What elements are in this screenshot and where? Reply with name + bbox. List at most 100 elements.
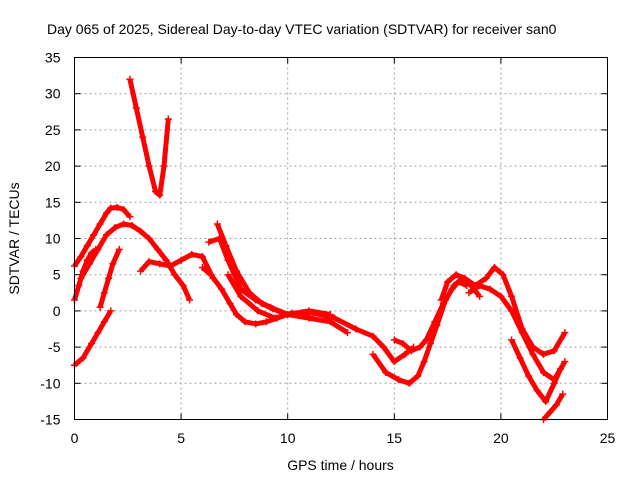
data-point	[533, 387, 541, 395]
data-point	[343, 329, 351, 337]
data-point	[486, 285, 494, 293]
x-tick-label: 10	[280, 430, 296, 446]
data-point	[427, 339, 435, 347]
data-point	[561, 358, 569, 366]
data-point	[395, 376, 403, 384]
data-point	[115, 245, 123, 253]
data-point	[552, 401, 560, 409]
data-point	[540, 368, 548, 376]
data-point	[262, 318, 270, 326]
y-tick-label: 10	[45, 231, 61, 247]
data-point	[390, 336, 398, 344]
data-point	[561, 329, 569, 337]
data-point	[546, 408, 554, 416]
data-point	[75, 282, 83, 290]
data-point	[550, 347, 558, 355]
data-point	[105, 274, 113, 282]
data-point	[233, 311, 241, 319]
data-point	[269, 305, 277, 313]
data-point	[433, 321, 441, 329]
chart-title: Day 065 of 2025, Sidereal Day-to-day VTE…	[47, 21, 557, 37]
data-point	[252, 320, 260, 328]
data-point	[518, 329, 526, 337]
series-line-sat-c	[78, 221, 192, 302]
data-point	[120, 220, 128, 228]
data-point	[126, 213, 134, 221]
data-point	[461, 274, 469, 282]
y-tick-label: 20	[45, 158, 61, 174]
data-point	[399, 339, 407, 347]
data-point	[508, 307, 516, 315]
data-point	[241, 318, 249, 326]
data-point	[245, 289, 253, 297]
data-point	[309, 309, 317, 317]
data-point	[186, 296, 194, 304]
x-axis-label: GPS time / hours	[287, 457, 394, 473]
y-tick-label: 25	[45, 122, 61, 138]
data-point	[205, 238, 213, 246]
data-point	[540, 350, 548, 358]
data-point	[198, 263, 206, 271]
y-tick-label: 30	[45, 86, 61, 102]
data-point	[491, 263, 499, 271]
data-point	[83, 256, 91, 264]
y-tick-label: -10	[40, 375, 60, 391]
y-tick-label: -15	[40, 412, 60, 428]
data-point	[152, 187, 160, 195]
data-point	[94, 329, 102, 337]
data-point	[107, 204, 115, 212]
y-tick-label: 0	[53, 303, 61, 319]
data-point	[224, 271, 232, 279]
data-point	[137, 267, 145, 275]
data-point	[102, 209, 110, 217]
data-point	[401, 350, 409, 358]
data-point	[222, 242, 230, 250]
data-point	[405, 379, 413, 387]
data-point	[100, 318, 108, 326]
data-point	[79, 354, 87, 362]
series-line-sat-b	[72, 204, 132, 268]
data-point	[414, 372, 422, 380]
data-point	[271, 314, 279, 322]
data-point	[422, 336, 430, 344]
data-point	[96, 220, 104, 228]
data-point	[254, 307, 262, 315]
data-point	[226, 300, 234, 308]
data-point	[128, 221, 136, 229]
grid	[74, 57, 608, 420]
data-point	[331, 314, 339, 322]
data-point	[137, 227, 145, 235]
data-point	[233, 267, 241, 275]
y-tick-label: 35	[45, 50, 61, 66]
data-point	[207, 271, 215, 279]
x-tick-label: 20	[493, 430, 509, 446]
data-point	[516, 354, 524, 362]
data-point	[160, 162, 168, 170]
data-point	[107, 307, 115, 315]
data-point	[237, 292, 245, 300]
data-point	[390, 358, 398, 366]
series-layer	[71, 75, 569, 423]
plot-frame	[74, 57, 608, 420]
data-point	[96, 303, 104, 311]
data-point	[437, 296, 445, 304]
data-point	[113, 203, 121, 211]
data-point	[126, 75, 134, 83]
data-point	[92, 245, 100, 253]
data-point	[452, 271, 460, 279]
data-point	[529, 350, 537, 358]
y-tick-label: -5	[48, 339, 61, 355]
data-point	[109, 260, 117, 268]
data-point	[369, 350, 377, 358]
data-point	[120, 206, 128, 214]
data-point	[111, 224, 119, 232]
series-line-sat-m	[370, 275, 482, 386]
data-point	[156, 191, 164, 199]
x-tick-label: 25	[600, 430, 616, 446]
data-point	[420, 358, 428, 366]
data-point	[499, 271, 507, 279]
data-point	[352, 325, 360, 333]
data-point	[497, 292, 505, 300]
data-point	[177, 256, 185, 264]
